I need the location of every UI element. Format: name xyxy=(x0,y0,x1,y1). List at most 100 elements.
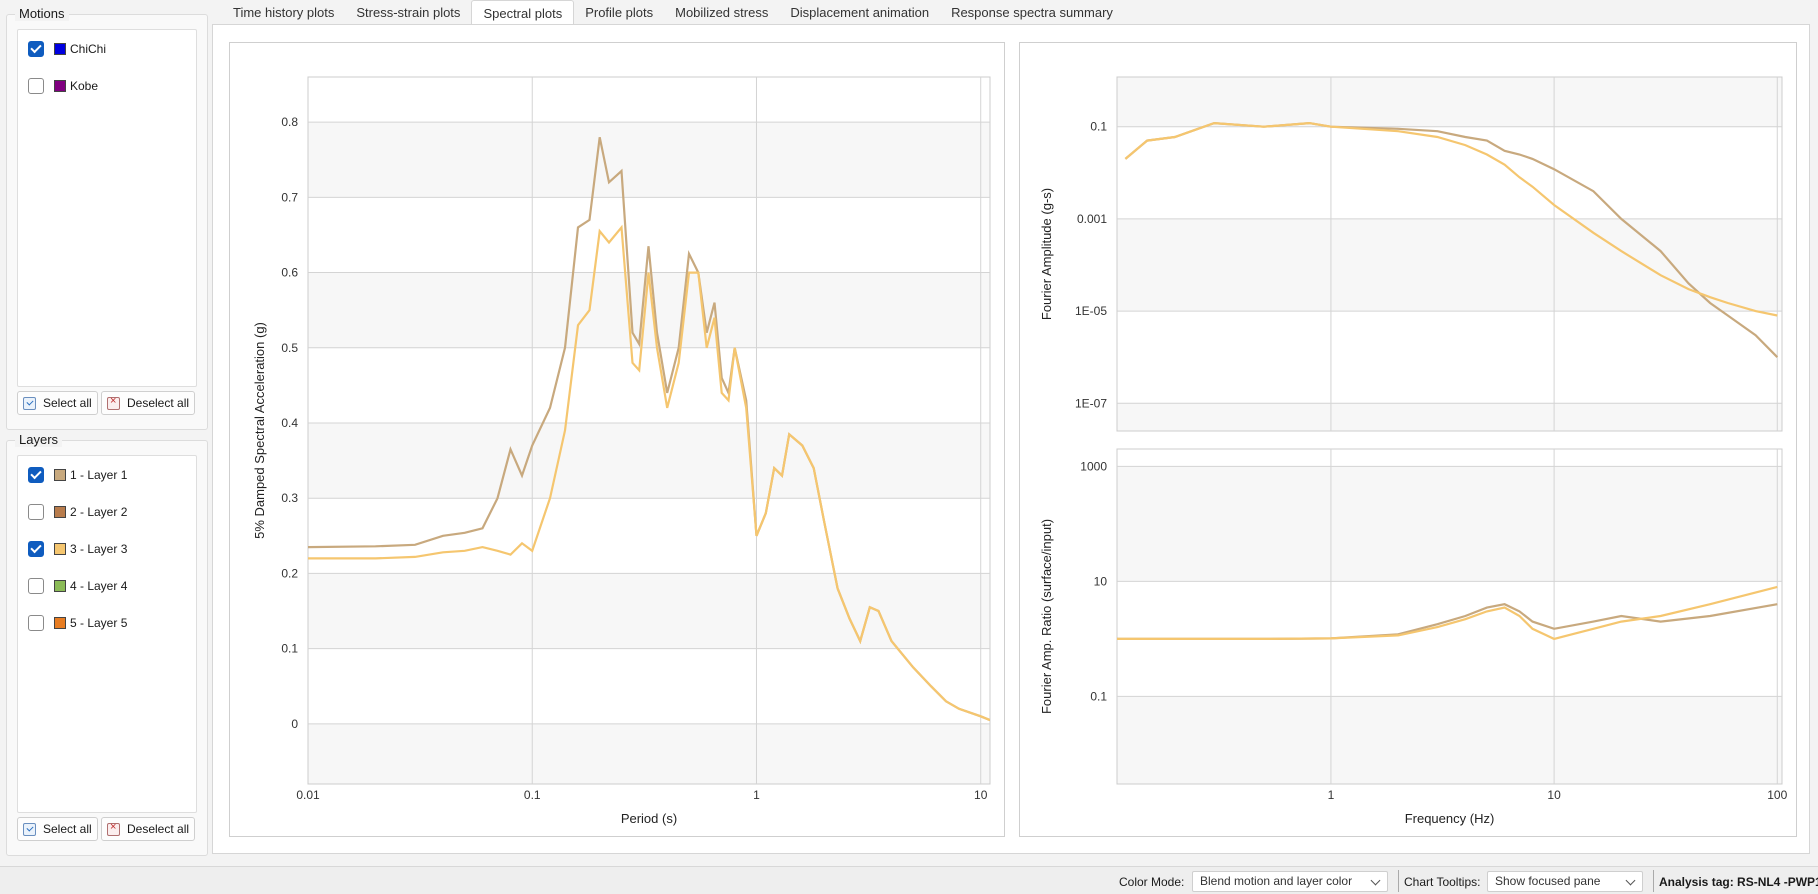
layers-deselect-all-button[interactable]: Deselect all xyxy=(101,817,196,841)
tab-profile[interactable]: Profile plots xyxy=(585,5,654,20)
y-tick-label: 0.1 xyxy=(1090,689,1107,703)
x-tick-label: 100 xyxy=(1767,788,1787,802)
deselect-all-label: Deselect all xyxy=(127,396,190,410)
x-tick-label: 0.01 xyxy=(296,788,320,802)
color-mode-dropdown[interactable]: Blend motion and layer color xyxy=(1192,871,1388,892)
tab-displacement-animation[interactable]: Displacement animation xyxy=(790,5,930,20)
plot-band xyxy=(1117,466,1782,582)
plot-band xyxy=(1117,77,1782,127)
y-axis-label: Fourier Amp. Ratio (surface/input) xyxy=(1039,519,1054,714)
y-tick-label: 0.1 xyxy=(281,642,298,656)
plot-band xyxy=(1117,696,1782,784)
deselect-all-icon xyxy=(107,821,120,836)
layer-label: 5 - Layer 5 xyxy=(70,616,128,630)
spectral-plots-panel: 0 0.1 0.2 0.3 0.4 0.5 0.6 0.7 0.8 0.01 0.1 1 10 5% Da… xyxy=(212,24,1810,854)
tab-spectral[interactable]: Spectral plots xyxy=(471,0,575,24)
layers-select-all-button[interactable]: Select all xyxy=(17,817,98,841)
fourier-pane[interactable]: 0.1 0.001 1E-05 1E-07 Fourier Amplitude (g-s… xyxy=(1019,42,1797,837)
plot-band xyxy=(1117,218,1782,312)
analysis-tag: Analysis tag: RS-NL4 -PWP1 xyxy=(1659,875,1818,889)
motion-checkbox-chichi[interactable] xyxy=(28,41,44,57)
motion-label: Kobe xyxy=(70,79,99,93)
layer-item-5[interactable]: 5 - Layer 5 xyxy=(28,612,127,634)
y-tick-label: 0.8 xyxy=(281,115,298,129)
y-tick-label: 0.5 xyxy=(281,341,298,355)
chevron-down-icon xyxy=(1625,875,1636,886)
fourier-charts: 0.1 0.001 1E-05 1E-07 Fourier Amplitude (g-s… xyxy=(1039,76,1788,826)
plot-frame xyxy=(1116,448,1783,785)
status-separator xyxy=(1398,870,1399,892)
deselect-all-label: Deselect all xyxy=(127,822,190,836)
y-tick-label: 0.7 xyxy=(281,190,298,204)
layer-item-2[interactable]: 2 - Layer 2 xyxy=(28,501,127,523)
x-tick-label: 0.1 xyxy=(524,788,541,802)
tab-response-spectra-summary[interactable]: Response spectra summary xyxy=(951,5,1113,20)
layer-checkbox-5[interactable] xyxy=(28,615,44,631)
layers-title: Layers xyxy=(15,432,63,447)
y-tick-label: 1000 xyxy=(1080,459,1107,473)
x-tick-label: 10 xyxy=(1547,788,1561,802)
tab-time-history[interactable]: Time history plots xyxy=(233,5,335,20)
chart-tooltips-dropdown[interactable]: Show focused pane xyxy=(1487,871,1643,892)
layer-checkbox-3[interactable] xyxy=(28,541,44,557)
motion-checkbox-kobe[interactable] xyxy=(28,78,44,94)
y-tick-label: 1E-05 xyxy=(1075,304,1107,318)
x-tick-label: 10 xyxy=(974,788,988,802)
motions-title: Motions xyxy=(15,6,69,21)
layer-checkbox-4[interactable] xyxy=(28,578,44,594)
plot-band xyxy=(1117,403,1782,431)
motions-group: Motions ChiChi Kobe Select all Deselect … xyxy=(6,6,208,430)
plot-band xyxy=(308,573,990,649)
y-tick-label: 0.4 xyxy=(281,416,298,430)
y-axis-label: Fourier Amplitude (g-s) xyxy=(1039,188,1054,320)
motions-deselect-all-button[interactable]: Deselect all xyxy=(101,391,196,415)
series-line-1 xyxy=(1117,603,1778,640)
layer-color-swatch xyxy=(54,617,66,629)
select-all-label: Select all xyxy=(43,822,92,836)
chart-tooltips-label: Chart Tooltips: xyxy=(1404,875,1481,889)
layer-label: 3 - Layer 3 xyxy=(70,542,128,556)
motion-item-chichi[interactable]: ChiChi xyxy=(28,38,106,60)
y-tick-label: 0.3 xyxy=(281,491,298,505)
layer-label: 1 - Layer 1 xyxy=(70,468,128,482)
plot-frame xyxy=(307,76,991,785)
spectral-acceleration-pane[interactable]: 0 0.1 0.2 0.3 0.4 0.5 0.6 0.7 0.8 0.01 0.1 1 10 5% Da… xyxy=(229,42,1005,837)
chevron-down-icon xyxy=(1370,875,1381,886)
x-tick-label: 1 xyxy=(753,788,760,802)
layer-label: 2 - Layer 2 xyxy=(70,505,128,519)
status-bar: Color Mode: Blend motion and layer color… xyxy=(0,866,1818,894)
motion-label: ChiChi xyxy=(70,42,107,56)
deselect-all-icon xyxy=(107,395,120,410)
layer-item-3[interactable]: 3 - Layer 3 xyxy=(28,538,127,560)
layer-item-1[interactable]: 1 - Layer 1 xyxy=(28,464,127,486)
color-mode-value: Blend motion and layer color xyxy=(1200,874,1353,888)
plot-band xyxy=(308,723,990,784)
layer-color-swatch xyxy=(54,469,66,481)
layer-label: 4 - Layer 4 xyxy=(70,579,128,593)
motion-color-swatch xyxy=(54,80,66,92)
x-axis-label: Period (s) xyxy=(621,811,677,826)
layer-color-swatch xyxy=(54,506,66,518)
y-tick-label: 1E-07 xyxy=(1075,396,1107,410)
plot-band xyxy=(308,122,990,198)
series-line-2 xyxy=(1117,585,1778,641)
plot-frame xyxy=(1116,76,1783,432)
tab-mobilized-stress[interactable]: Mobilized stress xyxy=(675,5,769,20)
layer-item-4[interactable]: 4 - Layer 4 xyxy=(28,575,127,597)
tab-bar: Time history plots Stress-strain plots S… xyxy=(222,0,1124,24)
layer-checkbox-2[interactable] xyxy=(28,504,44,520)
y-tick-label: 0.2 xyxy=(281,566,298,580)
y-tick-label: 0.001 xyxy=(1077,212,1107,226)
color-mode-label: Color Mode: xyxy=(1119,875,1185,889)
motions-select-all-button[interactable]: Select all xyxy=(17,391,98,415)
motion-color-swatch xyxy=(54,43,66,55)
x-axis-label: Frequency (Hz) xyxy=(1405,811,1495,826)
select-all-icon xyxy=(23,822,36,836)
tab-stress-strain[interactable]: Stress-strain plots xyxy=(356,5,461,20)
x-tick-label: 1 xyxy=(1328,788,1335,802)
motion-item-kobe[interactable]: Kobe xyxy=(28,75,98,97)
select-all-icon xyxy=(23,396,36,410)
series-line-2 xyxy=(1124,121,1778,317)
y-axis-label: 5% Damped Spectral Acceleration (g) xyxy=(252,322,267,539)
layer-checkbox-1[interactable] xyxy=(28,467,44,483)
